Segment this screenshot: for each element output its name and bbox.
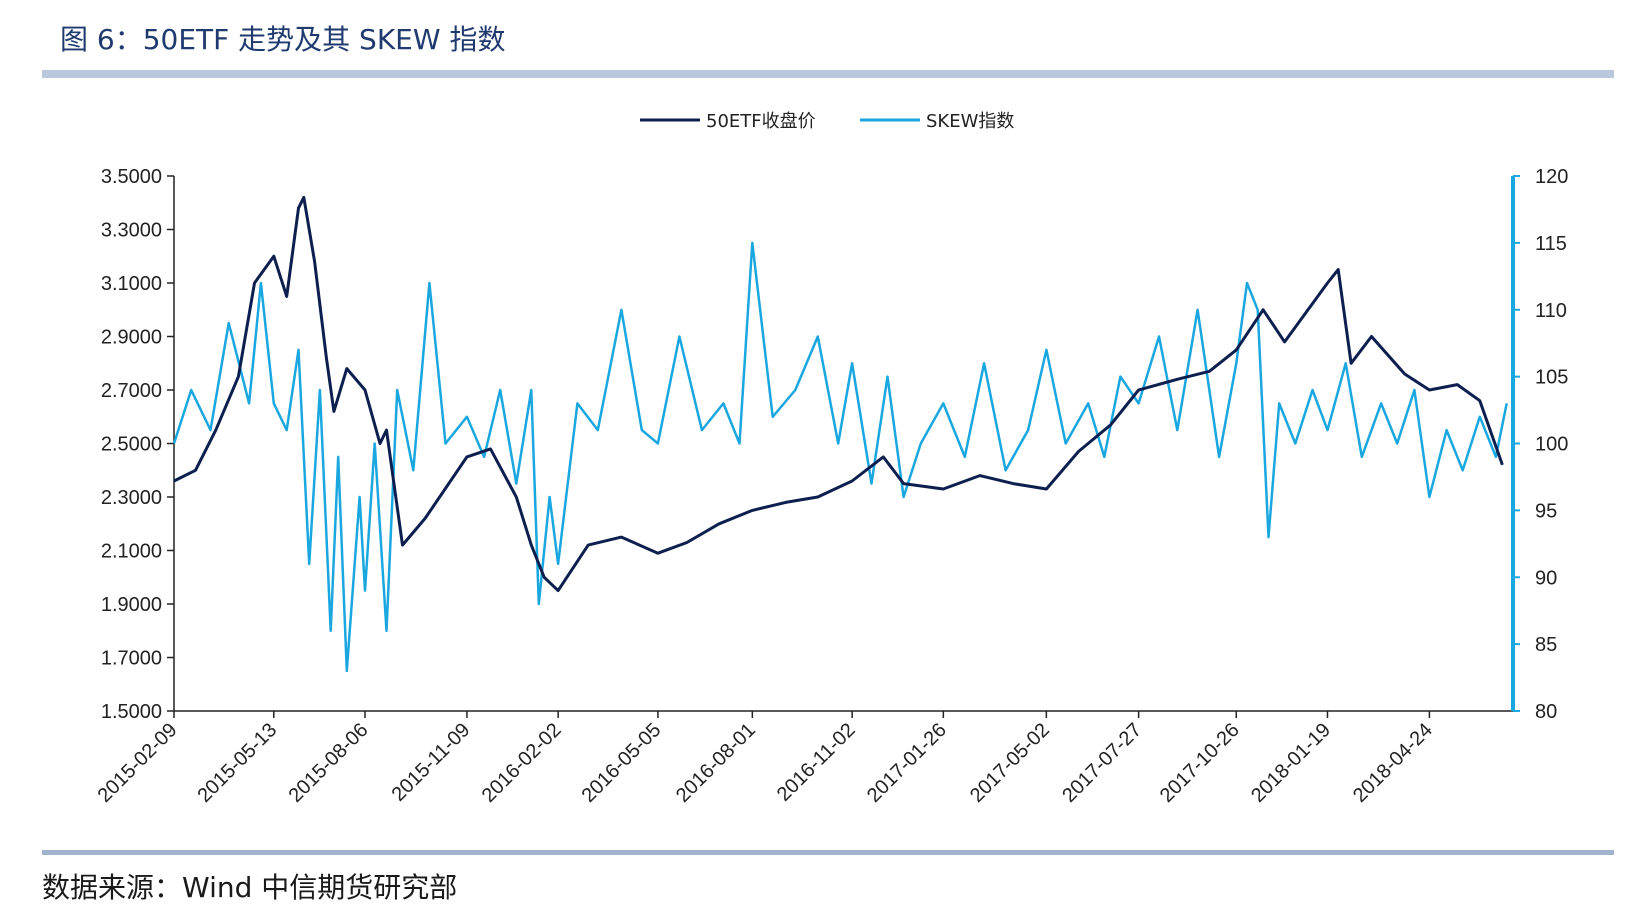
footer-band xyxy=(42,850,1614,855)
x-tick-label: 2018-01-19 xyxy=(1247,719,1335,807)
series-line-etf xyxy=(173,195,1504,593)
y-left-tick-label: 3.3000 xyxy=(101,220,162,242)
y-right-tick-label: 115 xyxy=(1535,233,1567,255)
x-tick-label: 2017-05-02 xyxy=(966,719,1054,807)
header-band xyxy=(42,70,1614,78)
y-left-tick-label: 2.1000 xyxy=(101,541,162,563)
x-tick-label: 2015-02-09 xyxy=(94,719,182,807)
y-right-tick-label: 80 xyxy=(1535,701,1557,723)
x-tick-label: 2018-04-24 xyxy=(1349,719,1437,807)
y-left-tick-label: 3.5000 xyxy=(101,166,162,188)
series-line-skew xyxy=(172,241,1508,673)
x-tick-label: 2015-08-06 xyxy=(285,719,373,807)
y-left-tick-label: 1.9000 xyxy=(101,594,162,616)
x-tick-label: 2016-05-05 xyxy=(578,719,666,807)
y-right-tick-label: 85 xyxy=(1535,634,1557,656)
y-left-tick-label: 2.5000 xyxy=(101,434,162,456)
x-tick-label: 2017-01-26 xyxy=(863,719,951,807)
x-tick-label: 2015-11-09 xyxy=(388,719,475,806)
legend-label-etf: 50ETF收盘价 xyxy=(706,111,816,132)
y-left-tick-label: 3.1000 xyxy=(101,273,162,295)
x-tick-label: 2015-05-13 xyxy=(193,719,281,807)
y-right-tick-label: 105 xyxy=(1535,367,1568,389)
series-lines xyxy=(172,195,1508,673)
y-right-tick-label: 120 xyxy=(1535,166,1568,188)
y-right-tick-label: 110 xyxy=(1535,300,1567,322)
legend-label-skew: SKEW指数 xyxy=(926,111,1014,132)
y-left-tick-label: 2.9000 xyxy=(101,327,162,349)
x-tick-label: 2017-07-27 xyxy=(1058,719,1146,807)
x-tick-label: 2016-02-02 xyxy=(478,719,566,807)
y-left-tick-label: 1.7000 xyxy=(101,648,162,670)
x-tick-label: 2016-08-01 xyxy=(672,719,760,807)
y-left-tick-label: 2.7000 xyxy=(101,380,162,402)
y-right-tick-label: 100 xyxy=(1535,434,1568,456)
y-right-tick-label: 90 xyxy=(1535,567,1557,589)
chart-title: 图 6：50ETF 走势及其 SKEW 指数 xyxy=(60,23,506,56)
source-note: 数据来源：Wind 中信期货研究部 xyxy=(42,871,458,904)
y-left-tick-label: 1.5000 xyxy=(101,701,162,723)
x-tick-label: 2016-11-02 xyxy=(773,719,860,806)
x-tick-label: 2017-10-26 xyxy=(1156,719,1244,807)
y-left-tick-label: 2.3000 xyxy=(101,487,162,509)
y-right-tick-label: 95 xyxy=(1535,500,1557,522)
legend: 50ETF收盘价 SKEW指数 xyxy=(640,111,1014,132)
